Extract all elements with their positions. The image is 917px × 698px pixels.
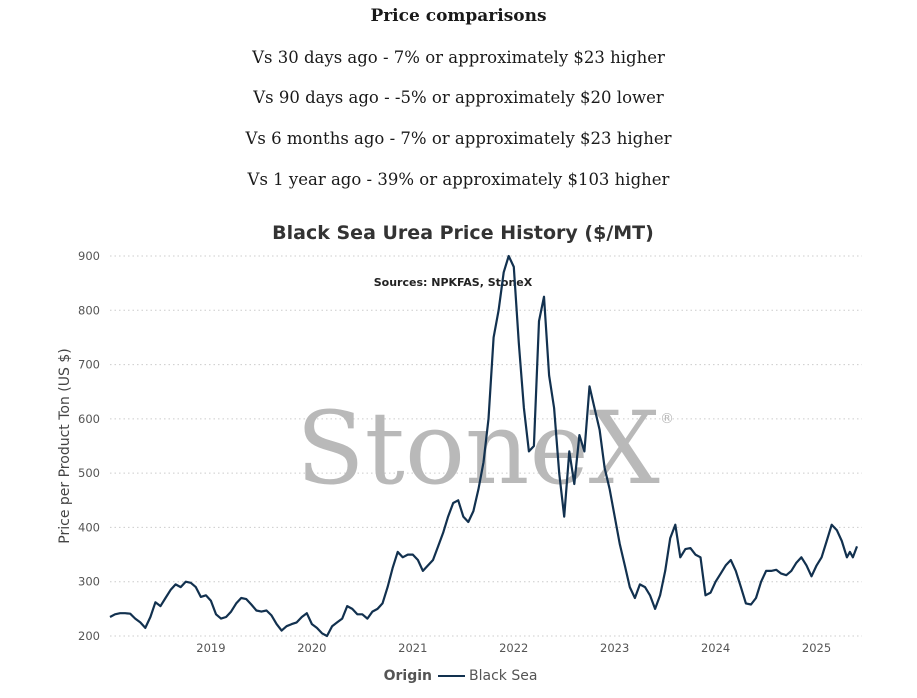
y-tick-label-800: 800 — [78, 303, 100, 317]
y-axis-label: Price per Product Ton (US $) — [57, 348, 73, 543]
x-tick-label-2023: 2023 — [600, 641, 629, 655]
comparison-90-days: Vs 90 days ago - -5% or approximately $2… — [253, 88, 664, 107]
price-history-chart: Black Sea Urea Price History ($/MT) Ston… — [57, 222, 862, 684]
y-tick-label-300: 300 — [78, 575, 100, 589]
x-tick-label-2019: 2019 — [196, 641, 225, 655]
comparisons-heading: Price comparisons — [370, 6, 547, 26]
series-group — [109, 254, 859, 638]
x-axis-ticks: 2019 2020 2021 2022 2023 2024 2025 — [196, 641, 831, 655]
y-tick-label-600: 600 — [78, 412, 100, 426]
comparison-6-months: Vs 6 months ago - 7% or approximately $2… — [245, 129, 672, 148]
y-tick-label-500: 500 — [78, 466, 100, 480]
x-tick-label-2024: 2024 — [701, 641, 730, 655]
y-axis-ticks: 200 300 400 500 600 700 800 900 — [78, 249, 100, 643]
legend-title: Origin — [384, 668, 432, 684]
legend-label-black-sea[interactable]: Black Sea — [469, 668, 537, 684]
comparison-30-days: Vs 30 days ago - 7% or approximately $23… — [252, 48, 665, 67]
x-tick-label-2021: 2021 — [398, 641, 427, 655]
series-line-black-sea[interactable] — [109, 254, 859, 638]
gridlines — [110, 255, 862, 637]
chart-subtitle: Sources: NPKFAS, StoneX — [374, 276, 533, 289]
x-tick-label-2022: 2022 — [499, 641, 528, 655]
x-tick-label-2020: 2020 — [297, 641, 326, 655]
comparison-1-year: Vs 1 year ago - 39% or approximately $10… — [247, 170, 670, 189]
y-tick-label-200: 200 — [78, 629, 100, 643]
y-tick-label-700: 700 — [78, 358, 100, 372]
watermark-registered-mark: ® — [660, 411, 674, 427]
y-tick-label-400: 400 — [78, 520, 100, 534]
x-tick-label-2025: 2025 — [802, 641, 831, 655]
y-tick-label-900: 900 — [78, 249, 100, 263]
chart-title: Black Sea Urea Price History ($/MT) — [272, 222, 654, 244]
legend: Origin Black Sea — [384, 668, 538, 684]
